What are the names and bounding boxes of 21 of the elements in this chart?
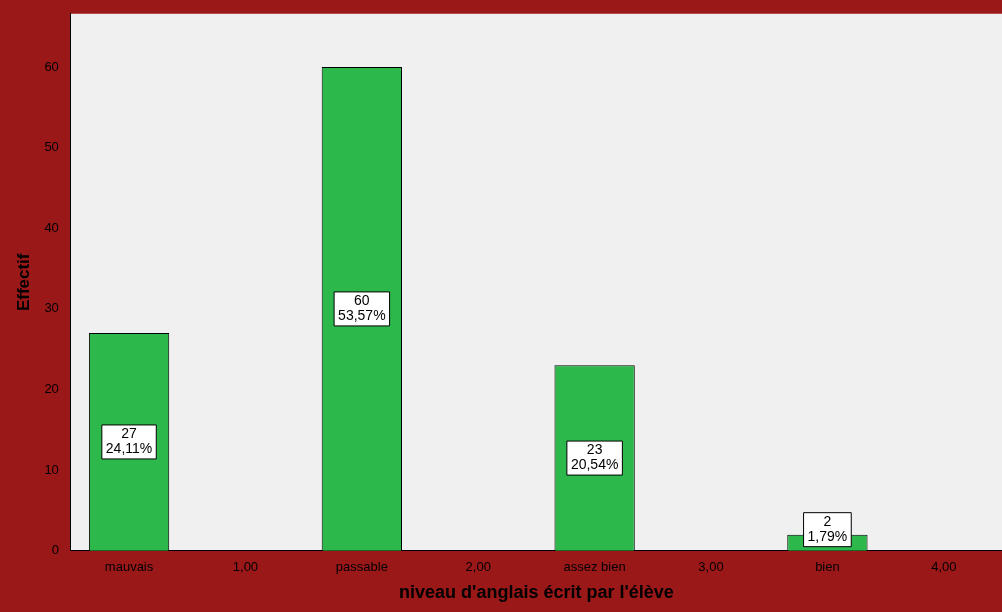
y-tick-label: 10 — [44, 461, 59, 477]
y-tick-label: 0 — [51, 542, 59, 558]
data-label: 27 24,11% — [105, 425, 153, 457]
y-tick-label: 40 — [44, 219, 59, 235]
x-tick-label: passable — [335, 559, 388, 575]
x-tick-label: 2,00 — [465, 559, 491, 575]
x-tick-label: bien — [815, 559, 840, 575]
x-tick-label: 3,00 — [698, 559, 724, 575]
x-axis-title: niveau d'anglais écrit par l'élève — [399, 582, 674, 603]
y-tick-label: 20 — [44, 381, 59, 397]
y-tick-label: 50 — [44, 139, 59, 155]
x-tick-label: mauvais — [104, 559, 154, 575]
x-tick-label: 4,00 — [931, 559, 957, 575]
y-axis-title: Effectif — [13, 253, 33, 312]
x-tick-label: 1,00 — [232, 559, 259, 575]
y-tick-label: 30 — [44, 300, 59, 316]
x-tick-label: assez bien — [563, 559, 626, 575]
data-label: 2 1,79% — [807, 513, 848, 545]
data-label: 60 53,57% — [338, 292, 386, 324]
y-tick-label: 60 — [44, 58, 59, 74]
data-label: 23 20,54% — [570, 441, 619, 473]
